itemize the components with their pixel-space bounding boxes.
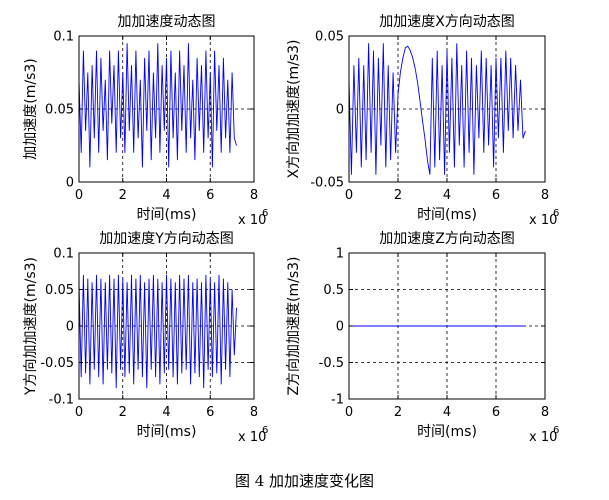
chart-1-xtick-label-2: 4 — [162, 188, 170, 203]
chart-4-x-exponent-power: 6 — [553, 425, 559, 436]
chart-4-ytick-label-4: 1 — [336, 247, 344, 262]
chart-2-ylabel: X方向加加速度(m/s3) — [286, 39, 302, 178]
chart-2-ytick-label-0: -0.05 — [310, 176, 344, 191]
chart-4-xtick-label-0: 0 — [345, 405, 353, 420]
chart-1-ylabel: 加加速度(m/s3) — [23, 58, 39, 159]
chart-1-ytick-label-0: 0 — [66, 176, 74, 191]
chart-4-xtick-label-4: 8 — [541, 405, 549, 420]
chart-4-ytick-label-1: -0.5 — [319, 356, 344, 371]
figure-caption: 图 4 加加速度变化图 — [234, 472, 375, 490]
chart-3-xtick-label-2: 4 — [162, 405, 170, 420]
chart-1-x-exponent-base: x 10 — [238, 213, 266, 228]
chart-4-ylabel: Z方向加加速度(m/s3) — [286, 256, 302, 395]
chart-1-x-exponent-power: 6 — [262, 208, 268, 219]
chart-1-xtick-label-1: 2 — [119, 188, 127, 203]
chart-2-xtick-label-1: 2 — [394, 188, 402, 203]
chart-3-title: 加加速度Y方向动态图 — [99, 231, 234, 247]
chart-3-x-exponent-base: x 10 — [238, 430, 266, 445]
chart-2-ytick-label-2: 0.05 — [315, 30, 344, 45]
chart-4-xtick-label-3: 6 — [492, 405, 500, 420]
chart-4-title: 加加速度Z方向动态图 — [379, 231, 515, 247]
chart-1-title: 加加速度动态图 — [118, 14, 216, 30]
chart-2-xtick-label-2: 4 — [443, 188, 451, 203]
chart-1-xlabel: 时间(ms) — [137, 207, 197, 223]
chart-2-x-exponent-power: 6 — [553, 208, 559, 219]
chart-1-series-line — [78, 43, 237, 168]
chart-3-xtick-label-4: 8 — [250, 405, 258, 420]
chart-3-ytick-label-3: 0.05 — [45, 283, 74, 298]
chart-1-xtick-label-0: 0 — [75, 188, 83, 203]
chart-3: 0 2 4 6 8-0.1-0.0500.050.1加加速度Y方向动态图时间(ms)Y方… — [23, 231, 268, 445]
chart-1-ytick-label-2: 0.1 — [53, 30, 74, 45]
chart-4-ytick-label-3: 0.5 — [323, 283, 344, 298]
chart-2-ytick-label-1: 0 — [336, 103, 344, 118]
chart-4-ytick-label-0: -1 — [331, 393, 344, 408]
chart-3-xtick-label-3: 6 — [206, 405, 214, 420]
chart-3-x-exponent-power: 6 — [262, 425, 268, 436]
chart-2-title: 加加速度X方向动态图 — [379, 14, 515, 30]
chart-2-series-line — [348, 43, 526, 175]
chart-2-xlabel: 时间(ms) — [417, 207, 477, 223]
chart-4-ytick-label-2: 0 — [336, 320, 344, 335]
chart-3-series-line — [78, 274, 237, 389]
chart-4-xtick-label-2: 4 — [443, 405, 451, 420]
chart-2-xtick-label-4: 8 — [541, 188, 549, 203]
chart-3-ytick-label-4: 0.1 — [53, 247, 74, 262]
chart-1-xtick-label-4: 8 — [250, 188, 258, 203]
chart-3-ytick-label-2: 0 — [66, 320, 74, 335]
chart-4: 0 2 4 6 8-1-0.500.51加加速度Z方向动态图时间(ms)Z方向加加速度(… — [286, 231, 559, 445]
chart-4-xtick-label-1: 2 — [394, 405, 402, 420]
chart-3-xtick-label-0: 0 — [75, 405, 83, 420]
chart-3-ylabel: Y方向加加速度(m/s3) — [23, 257, 39, 396]
chart-3-ytick-label-1: -0.05 — [40, 356, 74, 371]
chart-3-xtick-label-1: 2 — [119, 405, 127, 420]
chart-3-ytick-label-0: -0.1 — [49, 393, 74, 408]
chart-3-xlabel: 时间(ms) — [137, 424, 197, 440]
chart-4-x-exponent-base: x 10 — [529, 430, 557, 445]
chart-1-xtick-label-3: 6 — [206, 188, 214, 203]
chart-2-xtick-label-0: 0 — [345, 188, 353, 203]
chart-2: 0 2 4 6 8-0.0500.05加加速度X方向动态图时间(ms)X方向加加速度(m… — [286, 14, 559, 228]
chart-4-xlabel: 时间(ms) — [417, 424, 477, 440]
chart-2-xtick-label-3: 6 — [492, 188, 500, 203]
chart-1-ytick-label-1: 0.05 — [45, 103, 74, 118]
chart-2-x-exponent-base: x 10 — [529, 213, 557, 228]
